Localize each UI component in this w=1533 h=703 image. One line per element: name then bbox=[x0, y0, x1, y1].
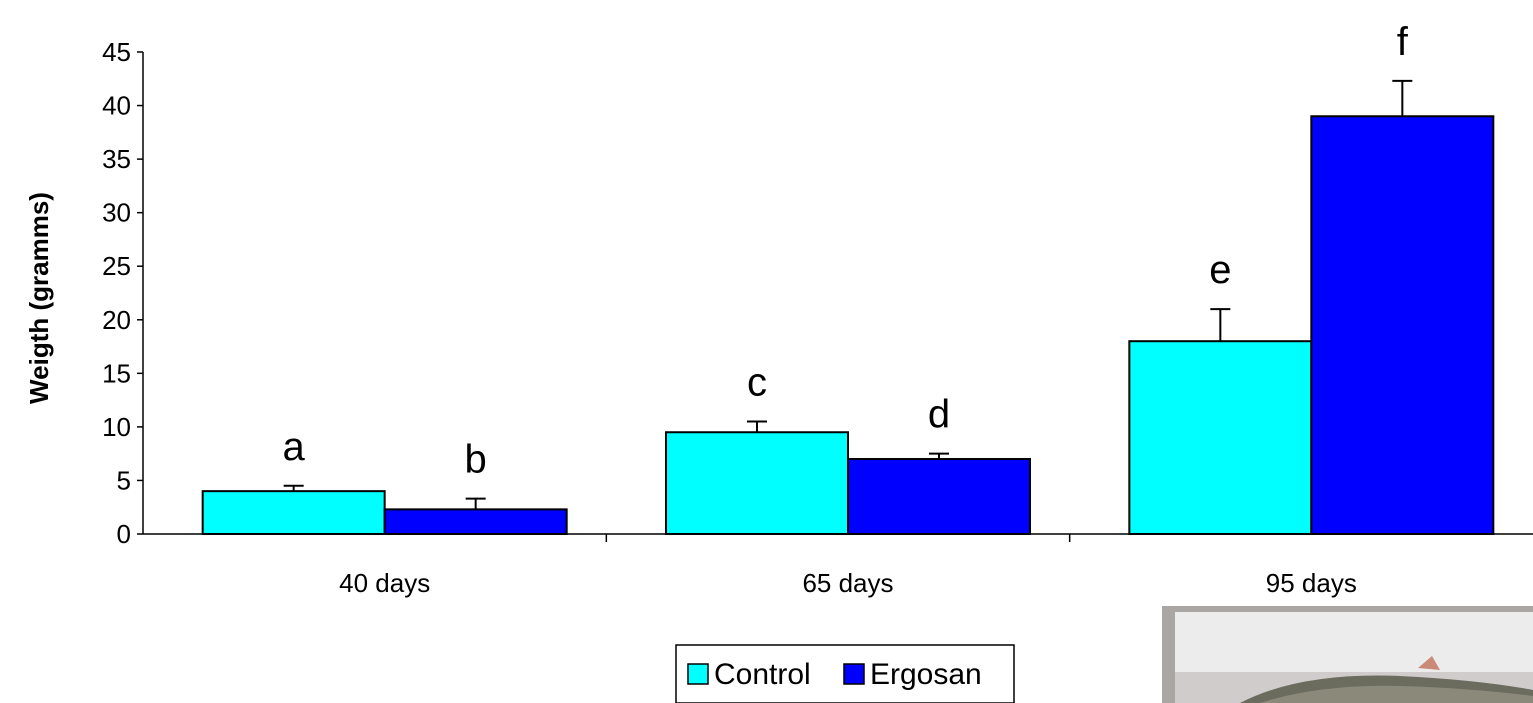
category-label: 65 days bbox=[802, 568, 893, 598]
y-tick-label: 5 bbox=[117, 465, 131, 495]
y-tick-label: 20 bbox=[102, 305, 131, 335]
significance-letter: b bbox=[465, 438, 487, 482]
y-tick-label: 25 bbox=[102, 251, 131, 281]
y-tick-label: 45 bbox=[102, 37, 131, 67]
legend: Control Ergosan bbox=[675, 644, 1015, 703]
y-tick-label: 30 bbox=[102, 198, 131, 228]
bar bbox=[665, 431, 849, 535]
bars bbox=[201, 79, 1495, 536]
bar bbox=[383, 508, 568, 535]
significance-letter: e bbox=[1209, 248, 1231, 292]
significance-letter: d bbox=[928, 393, 950, 437]
legend-label-ergosan: Ergosan bbox=[870, 658, 982, 691]
category-label: 40 days bbox=[339, 568, 430, 598]
y-tick-label: 0 bbox=[117, 519, 131, 549]
bar bbox=[1310, 115, 1495, 536]
significance-letter: a bbox=[283, 425, 306, 469]
labels: 0 5 10 15 20 25 30 35 40 45 40 days a b 65 days c d 95 d… bbox=[102, 20, 1409, 598]
fish-photo bbox=[1162, 606, 1533, 703]
category-label: 95 days bbox=[1266, 568, 1357, 598]
legend-label-control: Control bbox=[714, 658, 811, 691]
y-tick-label: 10 bbox=[102, 412, 131, 442]
legend-swatch-control bbox=[687, 663, 709, 685]
bar bbox=[847, 458, 1031, 535]
significance-letter: c bbox=[747, 361, 767, 405]
y-axis-label: Weigth (gramms) bbox=[24, 192, 54, 404]
significance-letter: f bbox=[1397, 20, 1409, 64]
legend-swatch-ergosan bbox=[843, 663, 865, 685]
y-tick-label: 40 bbox=[102, 91, 131, 121]
bar bbox=[201, 490, 386, 535]
y-tick-label: 15 bbox=[102, 358, 131, 388]
y-tick-label: 35 bbox=[102, 144, 131, 174]
bar bbox=[1128, 340, 1313, 536]
